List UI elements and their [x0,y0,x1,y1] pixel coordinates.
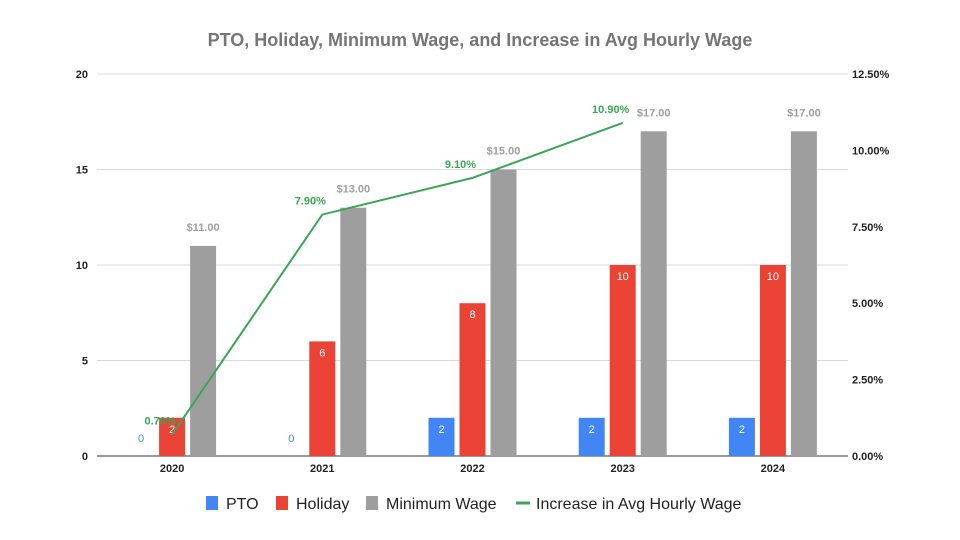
right-tick-label: 12.50% [852,69,890,81]
legend-swatch [206,496,218,510]
bar-data-label: $15.00 [487,146,521,158]
bar-data-label: 8 [469,309,475,321]
legend-label: PTO [226,496,259,513]
legend: PTO Holiday Minimum Wage Increase in Avg Ho… [206,496,742,513]
left-tick-label: 15 [76,165,88,177]
bar-data-label: 2 [169,424,175,436]
bar-data-label: 2 [739,424,745,436]
bar-data-label: 10 [767,271,779,283]
bar-data-label: 0 [288,433,294,445]
chart-title: PTO, Holiday, Minimum Wage, and Increase… [208,30,753,50]
line-series: 0.70% 7.90% 9.10% 10.90% [144,104,630,436]
left-tick-label: 10 [76,260,88,272]
legend-swatch [276,496,288,510]
legend-swatch [366,496,378,510]
line-increase-avg-hourly-wage [171,121,624,436]
bar-minimum-wage [490,169,517,456]
line-data-label: 7.90% [295,196,326,208]
category-label: 2020 [160,463,184,475]
bar-holiday [159,417,186,456]
bar-pto [728,417,755,456]
right-tick-label: 10.00% [852,145,890,157]
bar-data-label: $11.00 [187,222,220,234]
bars: 0 2 $11.00 0 6 $13.00 2 8 $15.00 2 10 $17.00 2 10 $17.… [138,107,821,457]
bar-data-label: 6 [319,347,325,359]
left-tick-label: 0 [82,451,88,463]
legend-label: Minimum Wage [386,496,497,513]
bar-holiday [459,303,486,456]
category-label: 2022 [460,463,484,475]
category-label: 2021 [310,463,334,475]
bar-data-label: $13.00 [336,184,370,196]
right-axis: 0.00% 2.50% 5.00% 7.50% 10.00% 12.50% [852,69,890,463]
bar-minimum-wage [640,131,667,457]
bar-holiday [759,265,786,456]
bar-holiday [309,341,336,456]
bar-minimum-wage [340,207,367,456]
right-tick-label: 5.00% [852,298,883,310]
left-axis: 0 5 10 15 20 [76,69,88,463]
left-tick-label: 5 [82,356,88,368]
bar-holiday [609,265,636,456]
bar-minimum-wage [790,131,817,457]
line-data-label: 10.90% [592,104,630,116]
bar-pto [578,417,605,456]
bar-pto [428,417,455,456]
bar-data-label: 0 [138,433,144,445]
right-tick-label: 7.50% [852,222,883,234]
line-data-label: 0.70% [144,416,175,428]
line-data-label: 9.10% [445,159,476,171]
category-axis: 2020 2021 2022 2023 2024 [160,463,786,475]
left-tick-label: 20 [76,69,88,81]
bar-data-label: $17.00 [637,107,671,119]
bar-data-label: 2 [589,424,595,436]
bar-data-label: 2 [438,424,444,436]
legend-label: Increase in Avg Hourly Wage [536,496,742,513]
legend-label: Holiday [296,496,349,513]
bar-minimum-wage [190,245,217,456]
bar-data-label: 10 [617,271,629,283]
bar-data-label: $17.00 [787,107,821,119]
right-tick-label: 0.00% [852,451,883,463]
category-label: 2024 [761,463,786,475]
right-tick-label: 2.50% [852,375,883,387]
category-label: 2023 [610,463,634,475]
